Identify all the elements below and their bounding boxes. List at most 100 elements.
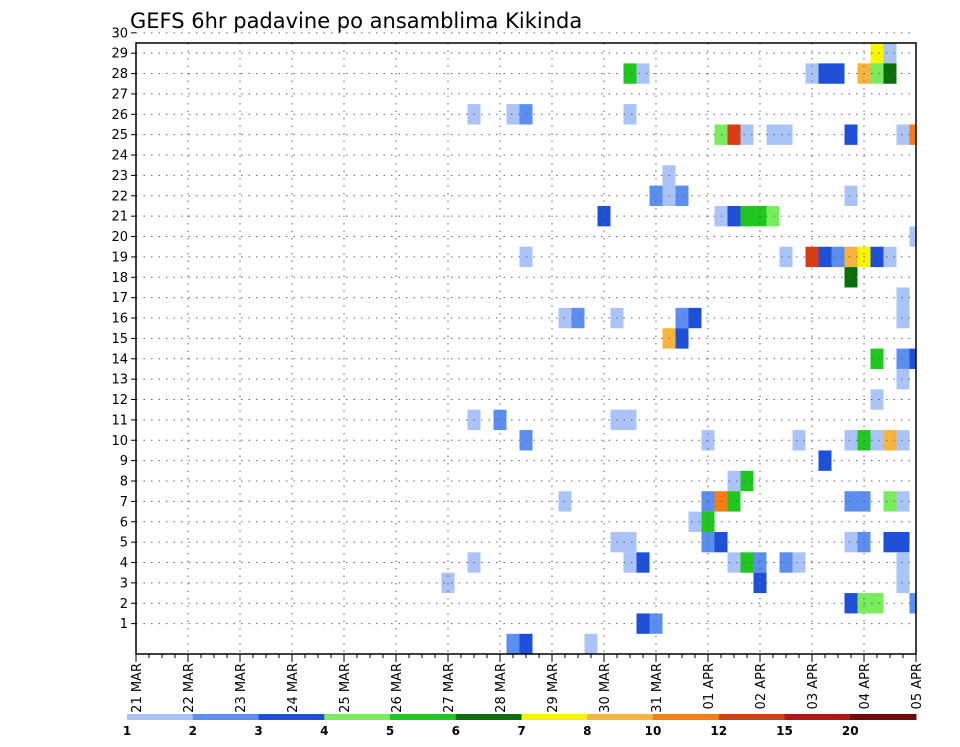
precip-cell: [845, 124, 858, 144]
x-tick-label: 04 APR: [858, 663, 873, 709]
precip-cell: [819, 63, 832, 83]
colorbar-label: 15: [776, 724, 793, 738]
colorbar-label: 4: [320, 724, 328, 738]
colorbar-label: 3: [254, 724, 262, 738]
y-tick-label: 28: [111, 67, 128, 82]
precip-cell: [650, 186, 663, 206]
y-tick-label: 17: [111, 291, 128, 306]
gefs-precip-chart: GEFS 6hr padavine po ansamblima Kikinda …: [0, 0, 960, 742]
precip-cell: [637, 552, 650, 572]
colorbar-swatch: [390, 714, 456, 720]
y-tick-label: 9: [120, 454, 128, 469]
y-tick-label: 26: [111, 108, 128, 123]
precip-cell: [819, 247, 832, 267]
precip-cell: [910, 593, 917, 613]
x-tick-label: 03 APR: [806, 663, 821, 709]
precip-cell: [702, 532, 715, 552]
colorbar-label: 7: [517, 724, 525, 738]
precip-cell: [624, 104, 637, 124]
precip-cell: [845, 267, 858, 287]
precip-cell: [624, 552, 637, 572]
y-tick-label: 11: [111, 413, 128, 428]
y-tick-label: 23: [111, 169, 128, 184]
precip-cell: [572, 308, 585, 328]
precip-cell: [897, 369, 910, 389]
precip-cell: [845, 247, 858, 267]
y-tick-label: 19: [111, 250, 128, 265]
precip-cell: [897, 532, 910, 552]
precip-cell: [507, 104, 520, 124]
precip-cell: [624, 532, 637, 552]
chart-title: GEFS 6hr padavine po ansamblima Kikinda: [130, 9, 582, 33]
precip-cell: [910, 124, 917, 144]
y-tick-label: 6: [120, 515, 128, 530]
precip-cell: [767, 206, 780, 226]
y-tick-label: 25: [111, 128, 128, 143]
x-tick-label: 28 MAR: [494, 663, 509, 713]
precip-cell: [845, 491, 858, 511]
y-tick-label: 30: [111, 26, 128, 41]
y-tick-label: 15: [111, 332, 128, 347]
x-tick-label: 31 MAR: [650, 663, 665, 713]
precip-cell: [650, 613, 663, 633]
precip-cell: [585, 634, 598, 654]
precip-cell: [637, 63, 650, 83]
colorbar-swatch: [719, 714, 785, 720]
x-tick-label: 24 MAR: [286, 663, 301, 713]
colorbar-swatch: [785, 714, 851, 720]
precip-cell: [702, 512, 715, 532]
colorbar-swatch: [193, 714, 259, 720]
precip-cell: [845, 430, 858, 450]
chart-container: GEFS 6hr padavine po ansamblima Kikinda …: [0, 0, 960, 742]
x-tick-label: 05 APR: [910, 663, 925, 709]
y-tick-label: 1: [120, 617, 128, 632]
x-tick-label: 26 MAR: [390, 663, 405, 713]
precip-cell: [897, 430, 910, 450]
y-tick-label: 18: [111, 271, 128, 286]
y-tick-label: 27: [111, 87, 128, 102]
x-tick-label: 27 MAR: [442, 663, 457, 713]
y-tick-label: 21: [111, 210, 128, 225]
colorbar-label: 20: [842, 724, 859, 738]
colorbar-label: 1: [123, 724, 131, 738]
colorbar-label: 10: [645, 724, 662, 738]
x-tick-label: 21 MAR: [130, 663, 145, 713]
y-tick-label: 29: [111, 47, 128, 62]
y-tick-label: 4: [120, 556, 128, 571]
precip-cell: [637, 613, 650, 633]
y-tick-label: 7: [120, 495, 128, 510]
colorbar-swatch: [259, 714, 325, 720]
y-tick-label: 5: [120, 536, 128, 551]
y-tick-label: 12: [111, 393, 128, 408]
precip-cell: [624, 410, 637, 430]
precip-cell: [897, 491, 910, 511]
precip-cell: [845, 532, 858, 552]
colorbar-label: 6: [452, 724, 460, 738]
colorbar-label: 5: [386, 724, 394, 738]
precip-cell: [819, 450, 832, 470]
precip-cell: [507, 634, 520, 654]
x-tick-label: 02 APR: [754, 663, 769, 709]
y-tick-label: 16: [111, 312, 128, 327]
y-tick-label: 2: [120, 597, 128, 612]
y-tick-label: 20: [111, 230, 128, 245]
precip-cell: [897, 349, 910, 369]
y-tick-label: 3: [120, 576, 128, 591]
precip-cell: [897, 573, 910, 593]
precip-cell: [897, 124, 910, 144]
colorbar-swatch: [850, 714, 916, 720]
x-tick-label: 23 MAR: [234, 663, 249, 713]
colorbar-label: 12: [710, 724, 727, 738]
precip-cell: [845, 186, 858, 206]
precip-cell: [767, 124, 780, 144]
colorbar-label: 2: [189, 724, 197, 738]
precip-cell: [520, 634, 533, 654]
y-tick-label: 13: [111, 373, 128, 388]
colorbar-label: 8: [583, 724, 591, 738]
precip-cell: [832, 63, 845, 83]
x-tick-label: 01 APR: [702, 663, 717, 709]
y-tick-label: 8: [120, 475, 128, 490]
precip-cell: [897, 308, 910, 328]
x-tick-label: 22 MAR: [182, 663, 197, 713]
precip-cell: [845, 593, 858, 613]
